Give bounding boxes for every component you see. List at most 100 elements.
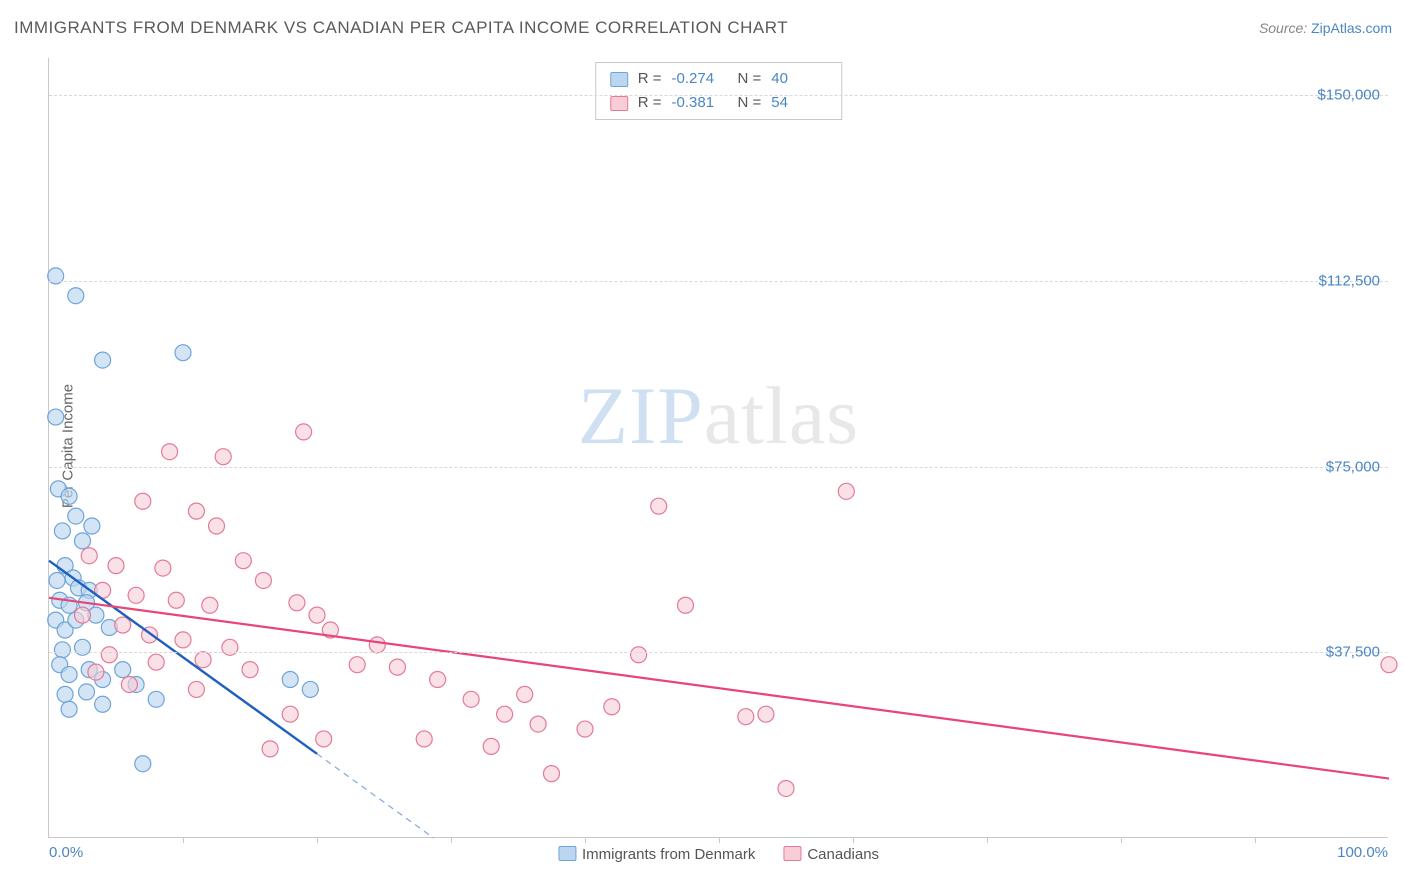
- data-point-canadians: [316, 731, 332, 747]
- data-point-denmark: [68, 508, 84, 524]
- data-point-canadians: [430, 672, 446, 688]
- data-point-denmark: [61, 488, 77, 504]
- x-tick: [451, 837, 452, 843]
- x-tick: [1255, 837, 1256, 843]
- source-attribution: Source: ZipAtlas.com: [1259, 20, 1392, 36]
- gridline: [49, 281, 1388, 282]
- data-point-canadians: [631, 647, 647, 663]
- data-point-denmark: [148, 691, 164, 707]
- data-point-canadians: [262, 741, 278, 757]
- data-point-canadians: [838, 483, 854, 499]
- data-point-canadians: [202, 597, 218, 613]
- data-point-canadians: [758, 706, 774, 722]
- data-point-canadians: [75, 607, 91, 623]
- trendline-denmark: [49, 561, 317, 754]
- data-point-canadians: [188, 681, 204, 697]
- x-tick: [1121, 837, 1122, 843]
- data-point-canadians: [101, 647, 117, 663]
- series-legend-item-canadians: Canadians: [783, 846, 879, 863]
- gridline: [49, 95, 1388, 96]
- chart-svg: [49, 58, 1388, 837]
- data-point-canadians: [81, 548, 97, 564]
- legend-r-label: R =: [638, 67, 662, 91]
- legend-n-value: 40: [771, 67, 827, 91]
- x-tick: [987, 837, 988, 843]
- data-point-denmark: [95, 696, 111, 712]
- data-point-canadians: [349, 657, 365, 673]
- chart-title: IMMIGRANTS FROM DENMARK VS CANADIAN PER …: [14, 18, 788, 38]
- data-point-denmark: [49, 572, 65, 588]
- legend-swatch-icon: [783, 846, 801, 861]
- data-point-canadians: [296, 424, 312, 440]
- data-point-denmark: [115, 662, 131, 678]
- data-point-canadians: [778, 780, 794, 796]
- data-point-canadians: [235, 553, 251, 569]
- data-point-canadians: [242, 662, 258, 678]
- data-point-canadians: [168, 592, 184, 608]
- legend-swatch-icon: [610, 72, 628, 87]
- data-point-canadians: [544, 766, 560, 782]
- data-point-canadians: [162, 444, 178, 460]
- data-point-canadians: [195, 652, 211, 668]
- series-legend-label: Canadians: [807, 846, 879, 863]
- trendline-dashed-denmark: [317, 754, 434, 838]
- data-point-canadians: [108, 558, 124, 574]
- data-point-canadians: [255, 572, 271, 588]
- data-point-canadians: [188, 503, 204, 519]
- x-axis-label: 100.0%: [1337, 844, 1388, 861]
- data-point-canadians: [678, 597, 694, 613]
- legend-swatch-icon: [558, 846, 576, 861]
- data-point-canadians: [282, 706, 298, 722]
- x-tick: [853, 837, 854, 843]
- correlation-legend: R =-0.274N =40R =-0.381N =54: [595, 62, 843, 120]
- y-tick-label: $75,000: [1326, 458, 1380, 475]
- data-point-denmark: [95, 352, 111, 368]
- source-link[interactable]: ZipAtlas.com: [1311, 20, 1392, 36]
- data-point-canadians: [209, 518, 225, 534]
- data-point-denmark: [84, 518, 100, 534]
- y-tick-label: $37,500: [1326, 644, 1380, 661]
- series-legend-item-denmark: Immigrants from Denmark: [558, 846, 755, 863]
- data-point-canadians: [1381, 657, 1397, 673]
- gridline: [49, 652, 1388, 653]
- legend-row-denmark: R = -0.274 N = 40: [610, 67, 828, 91]
- data-point-canadians: [115, 617, 131, 633]
- gridline: [49, 467, 1388, 468]
- x-tick: [719, 837, 720, 843]
- data-point-canadians: [497, 706, 513, 722]
- y-tick-label: $150,000: [1317, 87, 1380, 104]
- x-axis-label: 0.0%: [49, 844, 83, 861]
- data-point-denmark: [302, 681, 318, 697]
- legend-r-value: -0.274: [672, 67, 728, 91]
- data-point-denmark: [68, 288, 84, 304]
- data-point-canadians: [530, 716, 546, 732]
- data-point-denmark: [75, 533, 91, 549]
- data-point-denmark: [61, 667, 77, 683]
- data-point-canadians: [369, 637, 385, 653]
- data-point-denmark: [54, 523, 70, 539]
- data-point-denmark: [282, 672, 298, 688]
- data-point-denmark: [48, 409, 64, 425]
- data-point-canadians: [517, 686, 533, 702]
- data-point-canadians: [175, 632, 191, 648]
- data-point-canadians: [738, 709, 754, 725]
- data-point-canadians: [148, 654, 164, 670]
- data-point-canadians: [215, 449, 231, 465]
- data-point-denmark: [135, 756, 151, 772]
- y-tick-label: $112,500: [1319, 272, 1380, 289]
- plot-area: ZIPatlas R =-0.274N =40R =-0.381N =54 Im…: [48, 58, 1388, 838]
- trendline-canadians: [49, 598, 1389, 779]
- series-legend: Immigrants from Denmark Canadians: [558, 846, 879, 863]
- data-point-canadians: [577, 721, 593, 737]
- data-point-denmark: [175, 345, 191, 361]
- chart-header: IMMIGRANTS FROM DENMARK VS CANADIAN PER …: [14, 18, 1392, 38]
- data-point-denmark: [54, 642, 70, 658]
- data-point-denmark: [79, 684, 95, 700]
- data-point-canadians: [309, 607, 325, 623]
- data-point-canadians: [135, 493, 151, 509]
- data-point-canadians: [604, 699, 620, 715]
- source-prefix: Source:: [1259, 20, 1311, 36]
- data-point-denmark: [61, 701, 77, 717]
- legend-n-label: N =: [738, 67, 762, 91]
- data-point-canadians: [463, 691, 479, 707]
